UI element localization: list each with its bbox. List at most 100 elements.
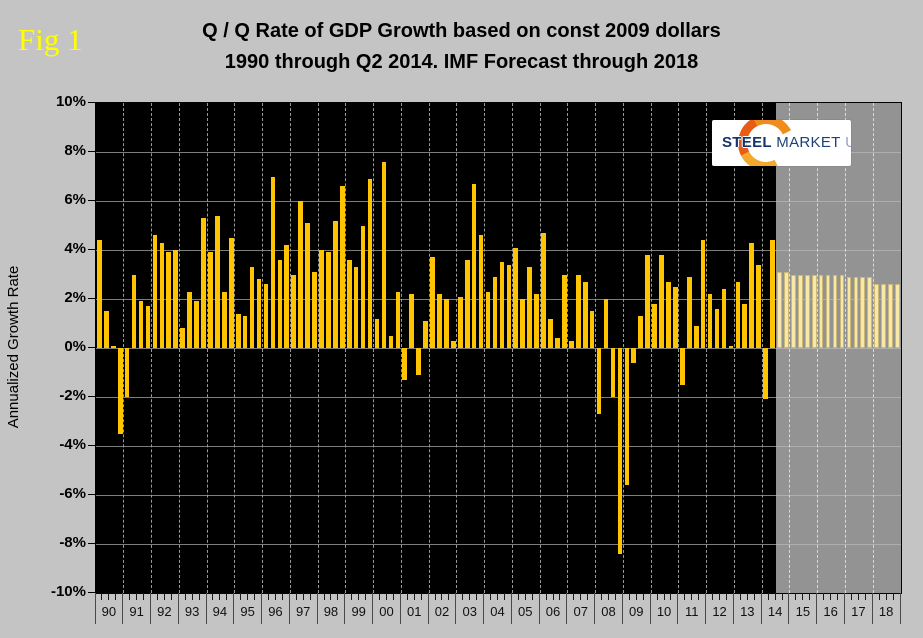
y-tick-label-2%: 2% xyxy=(64,289,86,306)
bar-2008Q4 xyxy=(617,348,623,554)
x-quarter-tick xyxy=(129,593,131,600)
bar-1992Q3 xyxy=(166,252,172,348)
x-year-separator xyxy=(677,593,679,624)
x-year-separator xyxy=(705,593,707,624)
x-quarter-tick xyxy=(573,593,575,600)
x-year-label-09: 09 xyxy=(629,604,644,619)
y-tick-label--4%: -4% xyxy=(59,436,86,453)
bar-1997Q2 xyxy=(298,201,303,348)
bar-1993Q1 xyxy=(180,328,185,348)
x-year-separator xyxy=(261,593,263,624)
logo-word-market: MARKET xyxy=(776,134,841,151)
x-quarter-tick xyxy=(490,593,492,600)
bar-2017Q4 xyxy=(867,276,873,348)
x-year-separator xyxy=(455,593,457,624)
x-year-separator xyxy=(233,593,235,624)
x-year-separator xyxy=(594,593,596,624)
x-quarter-tick xyxy=(642,593,644,600)
x-year-label-93: 93 xyxy=(184,604,200,619)
year-gridline-2000 xyxy=(373,103,375,593)
bar-1996Q2 xyxy=(270,176,276,348)
year-gridline-2004 xyxy=(484,103,486,593)
bar-2003Q3 xyxy=(471,183,477,348)
x-quarter-tick xyxy=(809,593,811,600)
h-gridline--8 xyxy=(96,543,901,545)
year-gridline-2015 xyxy=(789,103,791,593)
bar-2001Q4 xyxy=(423,321,428,348)
year-gridline-2016 xyxy=(817,103,819,593)
x-year-separator xyxy=(538,593,540,624)
x-quarter-tick xyxy=(191,593,193,600)
x-year-separator xyxy=(760,593,762,624)
bar-2011Q4 xyxy=(700,240,706,348)
x-quarter-tick xyxy=(281,593,283,600)
year-gridline-2011 xyxy=(678,103,680,593)
x-year-label-92: 92 xyxy=(157,604,172,619)
y-tick-label-4%: 4% xyxy=(64,240,86,257)
y-tick-label--6%: -6% xyxy=(59,485,86,502)
bar-2008Q2 xyxy=(603,299,609,348)
bar-2003Q4 xyxy=(478,235,484,348)
bar-2004Q3 xyxy=(499,262,505,348)
x-quarter-tick xyxy=(163,593,165,600)
bar-2015Q2 xyxy=(798,274,803,348)
x-quarter-tick xyxy=(774,593,776,600)
x-year-label-91: 91 xyxy=(129,604,144,619)
year-gridline-2014 xyxy=(761,103,763,593)
x-quarter-tick xyxy=(656,593,658,600)
bar-1990Q2 xyxy=(104,311,109,348)
bar-2017Q1 xyxy=(846,276,852,348)
x-quarter-tick xyxy=(712,593,714,600)
bar-2002Q2 xyxy=(437,294,442,348)
bar-2015Q3 xyxy=(804,274,810,348)
x-quarter-tick xyxy=(719,593,721,600)
bar-2009Q4 xyxy=(645,254,650,348)
x-quarter-tick xyxy=(448,593,450,600)
figure-label: Fig 1 xyxy=(18,22,83,57)
x-quarter-tick xyxy=(559,593,561,600)
bar-1991Q4 xyxy=(145,306,151,348)
x-year-label-14: 14 xyxy=(767,604,783,619)
year-gridline-2008 xyxy=(595,103,597,593)
x-quarter-tick xyxy=(698,593,700,600)
bar-2011Q1 xyxy=(680,348,685,385)
x-year-separator xyxy=(483,593,485,624)
x-year-label-98: 98 xyxy=(323,604,339,619)
bar-1992Q4 xyxy=(173,250,179,348)
x-quarter-tick xyxy=(143,593,145,600)
year-gridline-2007 xyxy=(567,103,569,593)
bar-2011Q3 xyxy=(693,325,699,348)
x-quarter-tick xyxy=(878,593,880,600)
x-quarter-tick xyxy=(753,593,755,600)
bar-1993Q4 xyxy=(201,218,206,348)
x-quarter-tick xyxy=(267,593,269,600)
bar-1999Q3 xyxy=(360,225,366,348)
bar-2012Q3 xyxy=(721,289,727,348)
y-tick-label--8%: -8% xyxy=(59,534,86,551)
x-quarter-tick xyxy=(302,593,304,600)
x-quarter-tick xyxy=(767,593,769,600)
x-quarter-tick xyxy=(358,593,360,600)
x-quarter-tick xyxy=(739,593,741,600)
y-axis-title: Annualized Growth Rate xyxy=(5,265,22,429)
year-gridline-2012 xyxy=(706,103,708,593)
x-quarter-tick xyxy=(663,593,665,600)
bar-1992Q2 xyxy=(159,242,165,348)
x-quarter-tick xyxy=(531,593,533,600)
x-quarter-tick xyxy=(746,593,748,600)
x-year-separator xyxy=(372,593,374,624)
x-quarter-tick xyxy=(476,593,478,600)
bar-2007Q3 xyxy=(582,281,588,348)
bar-2004Q4 xyxy=(506,264,512,348)
bar-2010Q1 xyxy=(652,303,657,348)
bar-2001Q1 xyxy=(402,348,408,380)
x-year-label-13: 13 xyxy=(740,604,755,619)
bar-2013Q3 xyxy=(749,242,755,348)
y-tick-6% xyxy=(88,199,95,201)
x-quarter-tick xyxy=(885,593,887,600)
x-year-label-17: 17 xyxy=(851,604,866,619)
x-quarter-tick xyxy=(108,593,110,600)
x-year-label-18: 18 xyxy=(878,604,894,619)
bar-2010Q4 xyxy=(673,286,678,348)
x-year-separator xyxy=(205,593,207,624)
